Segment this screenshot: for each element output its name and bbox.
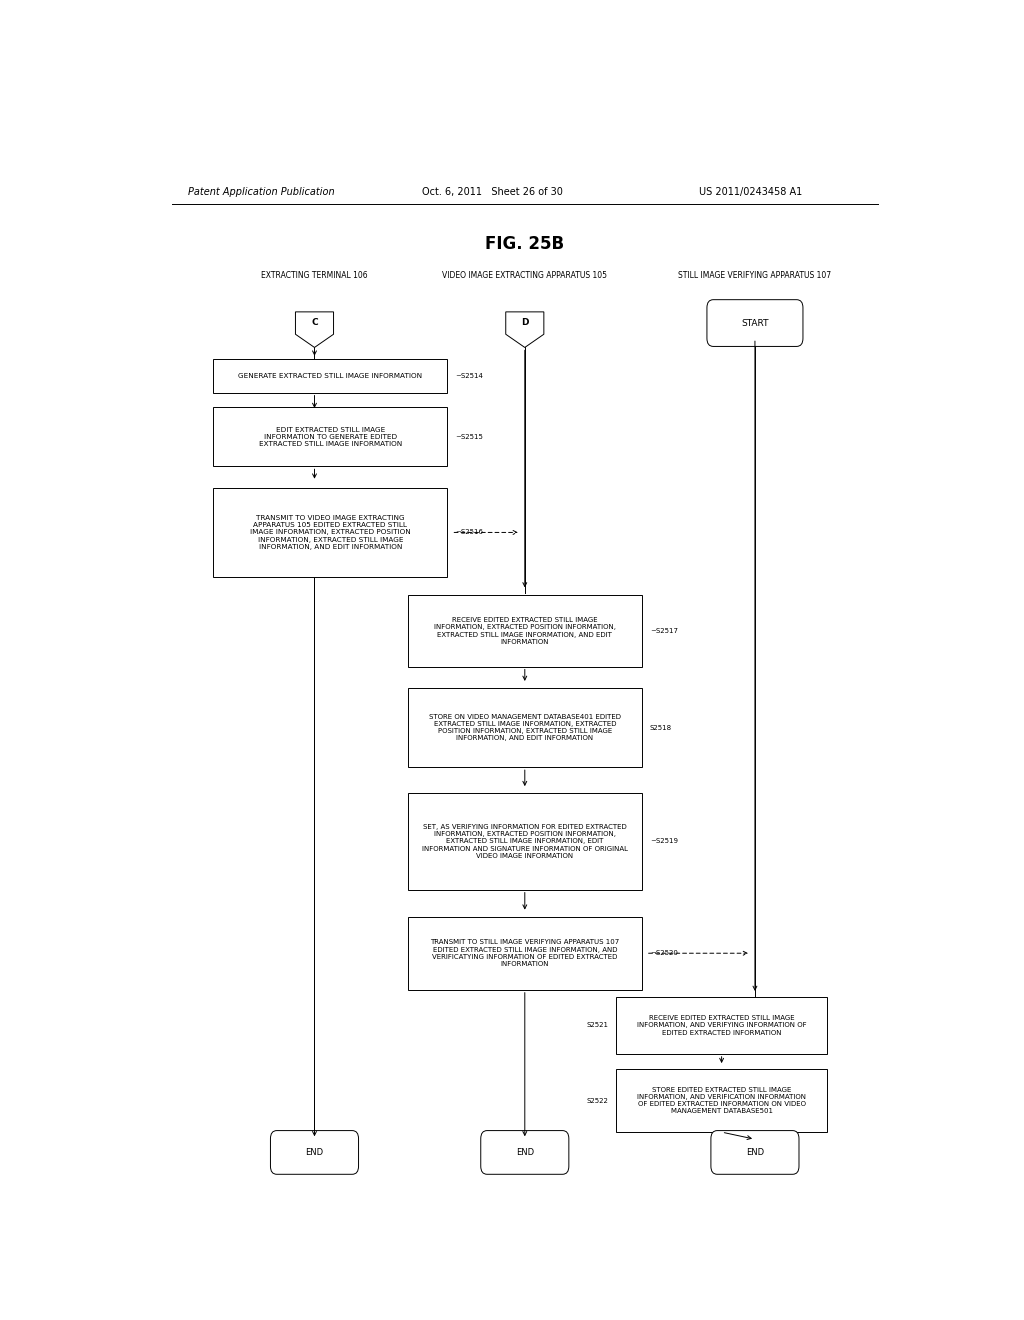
FancyBboxPatch shape [711,1131,799,1175]
Text: ~S2516: ~S2516 [456,529,483,536]
Polygon shape [506,312,544,347]
Polygon shape [296,312,334,347]
FancyBboxPatch shape [480,1131,569,1175]
Text: ~S2514: ~S2514 [456,374,483,379]
Text: US 2011/0243458 A1: US 2011/0243458 A1 [699,187,803,197]
Text: S2518: S2518 [650,725,672,730]
Text: END: END [745,1148,764,1156]
FancyBboxPatch shape [707,300,803,346]
Text: FIG. 25B: FIG. 25B [485,235,564,252]
Text: SET, AS VERIFYING INFORMATION FOR EDITED EXTRACTED
INFORMATION, EXTRACTED POSITI: SET, AS VERIFYING INFORMATION FOR EDITED… [422,824,628,859]
FancyBboxPatch shape [616,1069,826,1133]
Text: VIDEO IMAGE EXTRACTING APPARATUS 105: VIDEO IMAGE EXTRACTING APPARATUS 105 [442,271,607,280]
Text: D: D [521,318,528,326]
Text: ~S2519: ~S2519 [650,838,678,845]
Text: TRANSMIT TO STILL IMAGE VERIFYING APPARATUS 107
EDITED EXTRACTED STILL IMAGE INF: TRANSMIT TO STILL IMAGE VERIFYING APPARA… [430,940,620,968]
FancyBboxPatch shape [213,359,447,392]
FancyBboxPatch shape [616,997,826,1053]
Text: GENERATE EXTRACTED STILL IMAGE INFORMATION: GENERATE EXTRACTED STILL IMAGE INFORMATI… [239,374,423,379]
Text: START: START [741,318,769,327]
Text: ~S2520: ~S2520 [650,950,678,956]
Text: END: END [305,1148,324,1156]
Text: C: C [311,318,317,326]
Text: S2521: S2521 [587,1023,608,1028]
Text: RECEIVE EDITED EXTRACTED STILL IMAGE
INFORMATION, AND VERIFYING INFORMATION OF
E: RECEIVE EDITED EXTRACTED STILL IMAGE INF… [637,1015,807,1036]
FancyBboxPatch shape [270,1131,358,1175]
Text: STORE ON VIDEO MANAGEMENT DATABASE401 EDITED
EXTRACTED STILL IMAGE INFORMATION, : STORE ON VIDEO MANAGEMENT DATABASE401 ED… [429,714,621,742]
Text: EDIT EXTRACTED STILL IMAGE
INFORMATION TO GENERATE EDITED
EXTRACTED STILL IMAGE : EDIT EXTRACTED STILL IMAGE INFORMATION T… [259,426,402,447]
Text: TRANSMIT TO VIDEO IMAGE EXTRACTING
APPARATUS 105 EDITED EXTRACTED STILL
IMAGE IN: TRANSMIT TO VIDEO IMAGE EXTRACTING APPAR… [250,515,411,550]
Text: STILL IMAGE VERIFYING APPARATUS 107: STILL IMAGE VERIFYING APPARATUS 107 [678,271,831,280]
Text: ~S2515: ~S2515 [456,434,483,440]
Text: Patent Application Publication: Patent Application Publication [187,187,334,197]
Text: S2522: S2522 [587,1098,608,1104]
FancyBboxPatch shape [408,793,642,890]
FancyBboxPatch shape [213,408,447,466]
Text: Oct. 6, 2011   Sheet 26 of 30: Oct. 6, 2011 Sheet 26 of 30 [422,187,562,197]
FancyBboxPatch shape [408,688,642,767]
Text: END: END [516,1148,534,1156]
FancyBboxPatch shape [408,916,642,990]
Text: RECEIVE EDITED EXTRACTED STILL IMAGE
INFORMATION, EXTRACTED POSITION INFORMATION: RECEIVE EDITED EXTRACTED STILL IMAGE INF… [434,618,615,645]
Text: STORE EDITED EXTRACTED STILL IMAGE
INFORMATION, AND VERIFICATION INFORMATION
OF : STORE EDITED EXTRACTED STILL IMAGE INFOR… [637,1086,806,1114]
FancyBboxPatch shape [213,487,447,577]
Text: ~S2517: ~S2517 [650,628,678,634]
Text: EXTRACTING TERMINAL 106: EXTRACTING TERMINAL 106 [261,271,368,280]
FancyBboxPatch shape [408,595,642,667]
